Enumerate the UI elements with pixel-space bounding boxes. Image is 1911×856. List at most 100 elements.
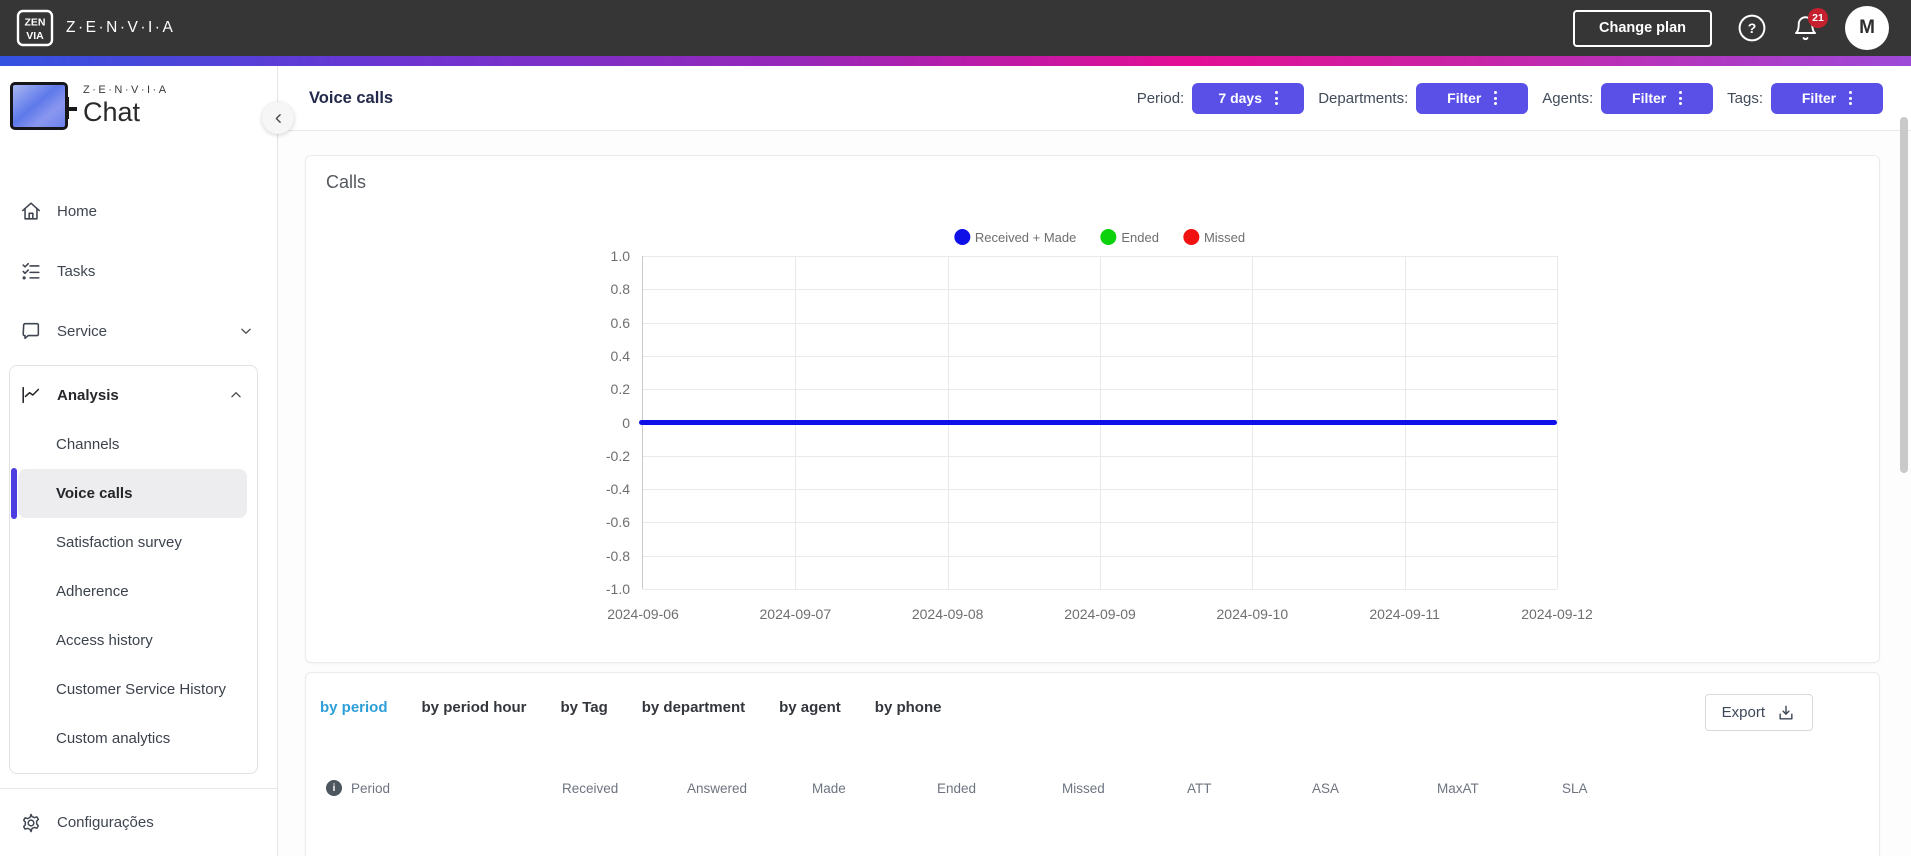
info-icon[interactable]: i — [326, 780, 342, 796]
sidebar-item-customer-service-history[interactable]: Customer Service History — [10, 665, 257, 714]
column-header: Received — [562, 780, 619, 796]
analysis-group: Analysis Channels Voice calls Satisfacti… — [9, 365, 258, 774]
y-axis-label: -0.2 — [605, 447, 630, 464]
sidebar-item-analysis[interactable]: Analysis — [10, 370, 257, 420]
sidebar-item-tasks[interactable]: Tasks — [0, 241, 277, 301]
tab-by-tag[interactable]: by Tag — [560, 699, 608, 716]
plot-area: 1.0 0.8 0.6 0.4 0.2 0 -0.2 -0.4 -0.6 -0.… — [606, 248, 1593, 622]
column-header: Missed — [1062, 780, 1105, 796]
legend-item-ended[interactable]: Ended — [1100, 229, 1159, 245]
x-axis-label: 2024-09-11 — [1369, 606, 1440, 622]
chart-legend: Received + Made Ended Missed — [953, 229, 1245, 245]
agents-filter-label: Agents: — [1542, 89, 1594, 107]
help-icon: ? — [1738, 14, 1766, 42]
chat-logo-product: Chat — [83, 97, 141, 127]
sidebar-item-label: Adherence — [56, 583, 129, 600]
chevron-up-icon — [229, 388, 243, 402]
departments-filter-button[interactable]: Filter — [1416, 82, 1529, 114]
svg-text:VIA: VIA — [26, 30, 44, 42]
legend-label: Received + Made — [974, 229, 1077, 245]
tags-filter-label: Tags: — [1727, 89, 1763, 107]
chart-title: Calls — [326, 172, 367, 192]
y-axis-label: 0.4 — [610, 347, 630, 364]
tags-filter-button[interactable]: Filter — [1771, 82, 1883, 114]
y-axis-label: 0.8 — [610, 281, 630, 298]
sidebar-item-channels[interactable]: Channels — [10, 420, 257, 469]
y-axis-label: -0.4 — [605, 481, 630, 498]
y-axis-label: -0.6 — [605, 514, 630, 531]
column-header: Ended — [937, 780, 977, 796]
x-axis-label: 2024-09-06 — [607, 606, 679, 622]
tab-by-department[interactable]: by department — [641, 699, 746, 716]
agents-filter-value: Filter — [1632, 90, 1667, 106]
legend-label: Ended — [1121, 229, 1159, 245]
legend-dot-green — [1100, 229, 1117, 245]
notifications-button[interactable]: 21 — [1792, 7, 1828, 42]
export-button[interactable]: Export — [1704, 694, 1813, 731]
change-plan-button[interactable]: Change plan — [1572, 9, 1712, 47]
column-header: MaxAT — [1437, 780, 1479, 796]
topbar: ZEN VIA Z·E·N·V·I·A Change plan ? 21 M — [0, 0, 1911, 56]
column-header: Period — [351, 780, 391, 796]
sidebar-item-label: Voice calls — [56, 485, 133, 502]
notification-badge: 21 — [1808, 7, 1828, 28]
chat-logo: Z·E·N·V·I·A Chat — [10, 82, 277, 130]
avatar[interactable]: M — [1845, 6, 1889, 50]
sidebar-item-service[interactable]: Service — [0, 301, 277, 361]
sidebar-item-label: Home — [57, 202, 98, 220]
tab-by-period[interactable]: by period — [320, 699, 388, 716]
gradient-accent-bar — [0, 56, 1911, 66]
sidebar-item-label: Configurações — [57, 814, 154, 831]
sidebar-item-label: Analysis — [57, 386, 119, 404]
sidebar-item-access-history[interactable]: Access history — [10, 616, 257, 665]
tags-filter-value: Filter — [1801, 90, 1837, 106]
period-filter-button[interactable]: 7 days — [1192, 82, 1305, 114]
tab-by-agent[interactable]: by agent — [779, 699, 841, 716]
tasks-icon — [20, 260, 42, 282]
agents-filter-button[interactable]: Filter — [1601, 82, 1714, 114]
collapse-sidebar-button[interactable] — [262, 102, 294, 134]
period-filter-label: Period: — [1136, 89, 1185, 107]
sidebar-item-label: Tasks — [57, 262, 96, 280]
sidebar-item-label: Custom analytics — [56, 730, 171, 747]
tab-by-phone[interactable]: by phone — [874, 699, 942, 716]
svg-text:?: ? — [1748, 20, 1757, 36]
column-header: ATT — [1187, 780, 1212, 796]
sidebar-item-label: Access history — [56, 632, 153, 649]
legend-item-received-made[interactable]: Received + Made — [953, 229, 1077, 245]
vertical-scrollbar[interactable] — [1900, 117, 1908, 473]
chat-bubble-icon — [20, 320, 42, 342]
sidebar-item-label: Satisfaction survey — [56, 534, 182, 551]
period-filter-value: 7 days — [1218, 90, 1263, 106]
filters-row: Period: 7 days Departments: Filter Agent… — [1136, 82, 1883, 114]
calls-table-card: by period by period hour by Tag by depar… — [305, 672, 1880, 856]
help-button[interactable]: ? — [1738, 14, 1766, 42]
departments-filter-label: Departments: — [1318, 89, 1409, 107]
sidebar-item-voice-calls[interactable]: Voice calls — [11, 468, 247, 519]
column-header: Made — [812, 780, 846, 796]
y-axis-label: -1.0 — [605, 581, 630, 597]
column-header: SLA — [1562, 780, 1588, 796]
brand-text: Z·E·N·V·I·A — [66, 19, 176, 36]
kebab-menu-icon — [1679, 91, 1683, 105]
sidebar-item-home[interactable]: Home — [0, 181, 277, 241]
sidebar-item-adherence[interactable]: Adherence — [10, 567, 257, 616]
sidebar-item-custom-analytics[interactable]: Custom analytics — [10, 714, 257, 763]
sidebar-item-satisfaction-survey[interactable]: Satisfaction survey — [10, 518, 257, 567]
download-icon — [1776, 703, 1796, 723]
x-axis-label: 2024-09-10 — [1216, 606, 1289, 622]
y-axis-label: 0.2 — [610, 381, 630, 398]
tab-by-period-hour[interactable]: by period hour — [421, 699, 527, 716]
sidebar-item-configuracoes[interactable]: Configurações — [0, 788, 277, 856]
y-axis-label: 0.6 — [610, 314, 630, 331]
x-axis-label: 2024-09-12 — [1521, 606, 1593, 622]
chevron-down-icon — [239, 324, 253, 338]
svg-text:ZEN: ZEN — [25, 17, 46, 29]
x-axis-label: 2024-09-07 — [759, 606, 832, 622]
zenvia-logo-icon: ZEN VIA — [16, 9, 54, 47]
column-header: ASA — [1312, 780, 1340, 796]
kebab-menu-icon — [1275, 91, 1279, 105]
y-axis-label: 1.0 — [610, 248, 630, 264]
legend-item-missed[interactable]: Missed — [1182, 229, 1245, 245]
calls-chart-card: Calls Received + Made Ended Missed — [305, 155, 1880, 663]
